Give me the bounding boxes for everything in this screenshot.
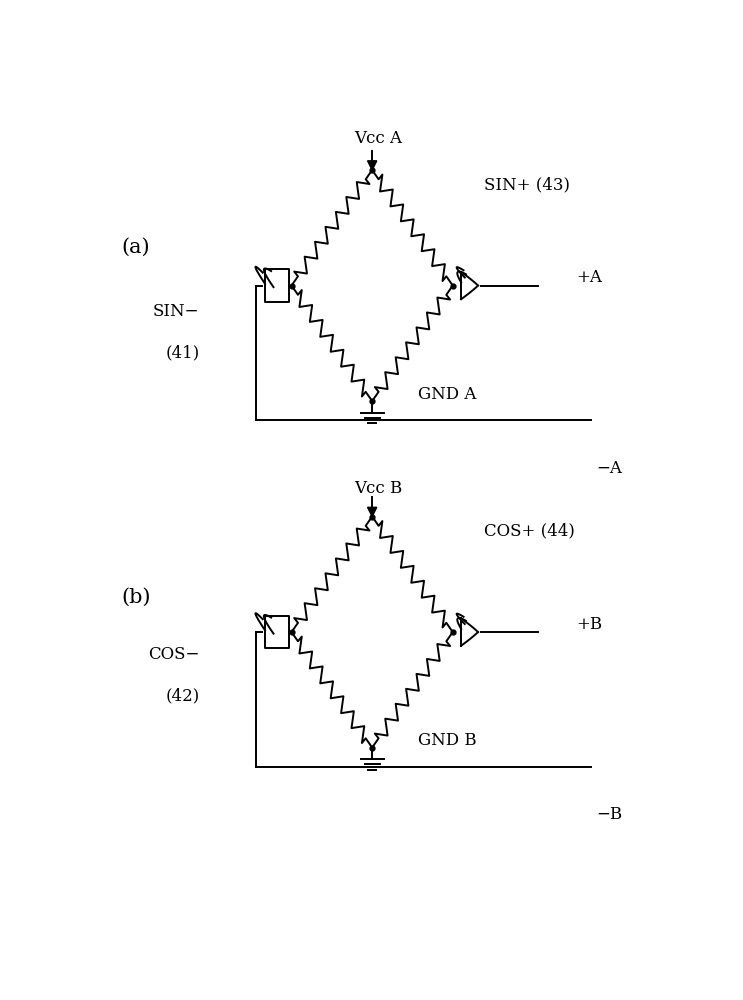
Text: (41): (41) — [165, 345, 199, 362]
Bar — [265, 269, 289, 302]
Text: +A: +A — [577, 269, 603, 286]
Text: SIN−: SIN− — [153, 303, 199, 320]
Text: −B: −B — [597, 806, 623, 823]
Polygon shape — [368, 507, 377, 517]
Text: GND B: GND B — [418, 732, 477, 749]
Bar — [265, 616, 289, 648]
Text: GND A: GND A — [418, 386, 476, 403]
Text: +B: +B — [577, 616, 603, 633]
Polygon shape — [368, 161, 377, 170]
Text: SIN+ (43): SIN+ (43) — [484, 176, 571, 193]
Text: Vcc A: Vcc A — [354, 130, 402, 147]
Text: Vcc B: Vcc B — [354, 480, 402, 497]
Text: COS−: COS− — [148, 646, 199, 663]
Text: (a): (a) — [122, 238, 150, 257]
Text: −A: −A — [597, 460, 623, 477]
Text: (b): (b) — [122, 588, 151, 607]
Text: (42): (42) — [165, 687, 199, 704]
Text: COS+ (44): COS+ (44) — [484, 523, 575, 540]
